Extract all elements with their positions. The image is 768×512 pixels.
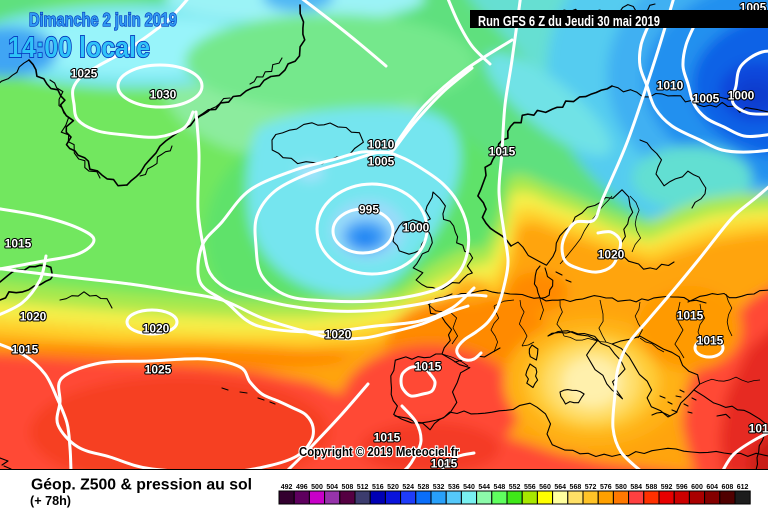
svg-text:492: 492 (281, 484, 293, 491)
svg-text:1000: 1000 (728, 89, 755, 103)
svg-text:552: 552 (509, 484, 521, 491)
svg-text:544: 544 (478, 484, 490, 491)
svg-text:592: 592 (661, 484, 673, 491)
svg-text:536: 536 (448, 484, 460, 491)
svg-text:568: 568 (570, 484, 582, 491)
svg-text:600: 600 (691, 484, 703, 491)
svg-text:1030: 1030 (150, 88, 177, 102)
svg-text:556: 556 (524, 484, 536, 491)
svg-text:1015: 1015 (12, 343, 39, 357)
svg-text:524: 524 (402, 484, 414, 491)
svg-text:1025: 1025 (71, 67, 98, 81)
svg-text:1020: 1020 (598, 248, 625, 262)
svg-text:1010: 1010 (657, 79, 684, 93)
svg-text:608: 608 (722, 484, 734, 491)
svg-text:1020: 1020 (143, 322, 170, 336)
svg-text:532: 532 (433, 484, 445, 491)
svg-text:520: 520 (387, 484, 399, 491)
svg-text:572: 572 (585, 484, 597, 491)
svg-text:1010: 1010 (368, 138, 395, 152)
svg-text:1005: 1005 (368, 155, 395, 169)
svg-text:Copyright © 2019 Meteociel.fr: Copyright © 2019 Meteociel.fr (299, 445, 459, 459)
svg-text:1025: 1025 (145, 363, 172, 377)
svg-text:995: 995 (359, 203, 379, 217)
svg-text:500: 500 (311, 484, 323, 491)
svg-text:504: 504 (326, 484, 338, 491)
svg-text:Géop. Z500 & pression au sol: Géop. Z500 & pression au sol (31, 477, 252, 494)
svg-text:1015: 1015 (431, 457, 458, 471)
svg-text:1015: 1015 (489, 145, 516, 159)
svg-text:508: 508 (342, 484, 354, 491)
svg-text:576: 576 (600, 484, 612, 491)
svg-text:512: 512 (357, 484, 369, 491)
svg-text:1015: 1015 (697, 334, 724, 348)
svg-text:1015: 1015 (677, 309, 704, 323)
svg-text:596: 596 (676, 484, 688, 491)
svg-text:528: 528 (418, 484, 430, 491)
svg-text:1000: 1000 (403, 221, 430, 235)
svg-text:14:00 locale: 14:00 locale (8, 32, 150, 64)
svg-text:548: 548 (494, 484, 506, 491)
svg-text:1015: 1015 (749, 422, 768, 436)
svg-text:1015: 1015 (5, 237, 32, 251)
svg-text:612: 612 (737, 484, 749, 491)
svg-text:1015: 1015 (374, 431, 401, 445)
svg-text:1015: 1015 (415, 360, 442, 374)
svg-text:Dimanche 2 juin 2019: Dimanche 2 juin 2019 (29, 10, 177, 30)
svg-text:516: 516 (372, 484, 384, 491)
svg-text:496: 496 (296, 484, 308, 491)
svg-text:564: 564 (554, 484, 566, 491)
svg-text:(+ 78h): (+ 78h) (30, 493, 71, 508)
svg-text:604: 604 (706, 484, 718, 491)
svg-text:Run GFS 6 Z du Jeudi 30 mai 20: Run GFS 6 Z du Jeudi 30 mai 2019 (478, 14, 660, 30)
svg-text:588: 588 (646, 484, 658, 491)
svg-text:1020: 1020 (325, 328, 352, 342)
svg-text:1020: 1020 (20, 310, 47, 324)
svg-text:560: 560 (539, 484, 551, 491)
svg-text:540: 540 (463, 484, 475, 491)
svg-text:580: 580 (615, 484, 627, 491)
svg-text:1005: 1005 (693, 92, 720, 106)
svg-text:584: 584 (630, 484, 642, 491)
